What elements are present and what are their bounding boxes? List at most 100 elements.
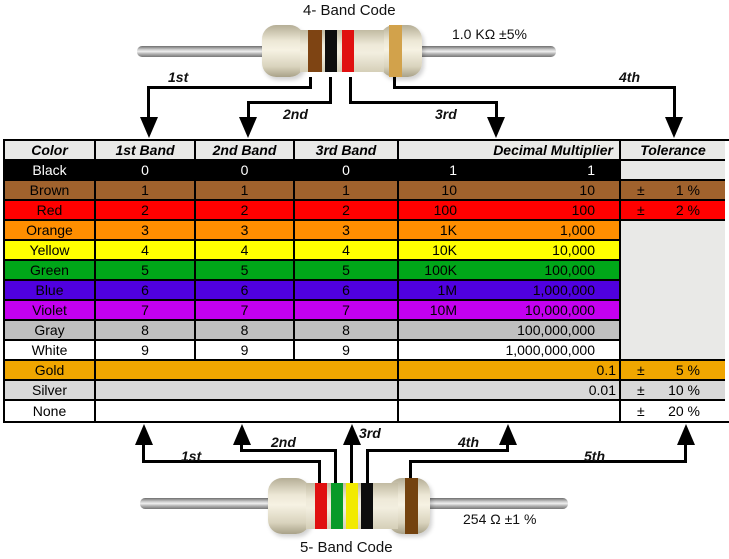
row-green-band1: 5 bbox=[96, 261, 196, 281]
multiplier-short: 10 bbox=[441, 181, 457, 198]
row-gold-bands-merged-cell bbox=[96, 361, 399, 381]
row-gray-multiplier: 100,000,000 bbox=[399, 321, 621, 341]
row-gold-tolerance: ±5 % bbox=[621, 361, 725, 381]
row-red-tolerance: ±2 % bbox=[621, 201, 725, 221]
row-orange-multiplier: 1K 1,000 bbox=[399, 221, 621, 241]
row-gray-band1: 8 bbox=[96, 321, 196, 341]
header-2nd-band: 2nd Band bbox=[196, 141, 295, 161]
row-orange-band2: 3 bbox=[196, 221, 295, 241]
arrow-1st-segment bbox=[142, 443, 145, 463]
four-band-value-label: 1.0 KΩ ±5% bbox=[452, 26, 527, 42]
band-label-3rd: 3rd bbox=[435, 106, 457, 122]
row-blue-color-name: Blue bbox=[5, 281, 96, 301]
arrow-1st-segment bbox=[309, 77, 312, 88]
row-blue-tolerance bbox=[621, 281, 725, 301]
arrow-4th-segment bbox=[366, 449, 509, 452]
header-tolerance: Tolerance bbox=[621, 141, 725, 161]
arrow-2nd-segment bbox=[240, 443, 243, 452]
arrow-3rd-arrowhead-icon bbox=[487, 117, 505, 138]
row-silver-multiplier: 0.01 bbox=[399, 381, 621, 401]
row-green-multiplier: 100K 100,000 bbox=[399, 261, 621, 281]
row-brown-band3: 1 bbox=[295, 181, 399, 201]
five-band-title: 5- Band Code bbox=[300, 539, 393, 556]
five-band-value-label: 254 Ω ±1 % bbox=[463, 511, 537, 527]
row-orange-band1: 3 bbox=[96, 221, 196, 241]
resistor-body-left-cap bbox=[268, 478, 310, 534]
resistor-band-yellow bbox=[346, 483, 358, 529]
resistor-band-green bbox=[331, 483, 343, 529]
row-orange-color-name: Orange bbox=[5, 221, 96, 241]
plus-minus-sign: ± bbox=[637, 181, 645, 198]
row-brown-tolerance: ±1 % bbox=[621, 181, 725, 201]
multiplier-value: 100 bbox=[571, 201, 595, 218]
band-label-5th: 5th bbox=[584, 448, 605, 464]
row-white-band1: 9 bbox=[96, 341, 196, 361]
multiplier-short: 1M bbox=[437, 281, 457, 298]
band-label-4th: 4th bbox=[458, 434, 479, 450]
multiplier-value: 0.01 bbox=[588, 381, 616, 398]
plus-minus-sign: ± bbox=[637, 361, 645, 378]
row-brown-band2: 1 bbox=[196, 181, 295, 201]
band-label-2nd: 2nd bbox=[283, 106, 308, 122]
arrow-4th-segment bbox=[366, 449, 369, 483]
multiplier-value: 10 bbox=[579, 181, 595, 198]
row-black-tolerance bbox=[621, 161, 725, 181]
row-white-band3: 9 bbox=[295, 341, 399, 361]
arrow-1st-segment bbox=[142, 460, 321, 463]
multiplier-short: 100 bbox=[433, 201, 457, 218]
row-black-band1: 0 bbox=[96, 161, 196, 181]
row-brown-color-name: Brown bbox=[5, 181, 96, 201]
multiplier-value: 1,000,000,000 bbox=[505, 341, 595, 358]
resistor-band-black bbox=[325, 30, 337, 72]
header-color: Color bbox=[5, 141, 96, 161]
tolerance-value: 5 % bbox=[675, 361, 700, 378]
row-white-tolerance bbox=[621, 341, 725, 361]
row-red-band2: 2 bbox=[196, 201, 295, 221]
resistor-band-black bbox=[361, 483, 373, 529]
multiplier-value: 100,000 bbox=[544, 261, 595, 278]
row-green-band3: 5 bbox=[295, 261, 399, 281]
row-gold-multiplier: 0.1 bbox=[399, 361, 621, 381]
row-none-bands-merged-cell bbox=[96, 401, 399, 421]
arrow-4th-segment bbox=[393, 77, 396, 89]
arrow-1st-segment bbox=[147, 86, 312, 89]
arrow-1st-arrowhead-icon bbox=[140, 117, 158, 138]
row-none-tolerance: ±20 % bbox=[621, 401, 725, 421]
multiplier-value: 1,000,000 bbox=[532, 281, 595, 298]
row-violet-band1: 7 bbox=[96, 301, 196, 321]
arrow-4th-segment bbox=[673, 86, 676, 120]
resistor-band-gold bbox=[389, 25, 402, 77]
row-white-band2: 9 bbox=[196, 341, 295, 361]
band-label-1st: 1st bbox=[168, 69, 189, 85]
multiplier-value: 100,000,000 bbox=[517, 321, 595, 338]
row-silver-color-name: Silver bbox=[5, 381, 96, 401]
row-blue-multiplier: 1M 1,000,000 bbox=[399, 281, 621, 301]
multiplier-value: 1,000 bbox=[559, 221, 595, 238]
arrow-3rd-segment bbox=[349, 77, 352, 104]
row-red-band3: 2 bbox=[295, 201, 399, 221]
band-label-2nd: 2nd bbox=[271, 434, 296, 450]
row-violet-band3: 7 bbox=[295, 301, 399, 321]
band-label-1st: 1st bbox=[181, 448, 202, 464]
multiplier-short: 100K bbox=[424, 261, 457, 278]
row-none-multiplier bbox=[399, 401, 621, 421]
row-black-color-name: Black bbox=[5, 161, 96, 181]
arrow-2nd-segment bbox=[247, 101, 250, 120]
arrow-2nd-segment bbox=[334, 449, 337, 483]
arrow-3rd-segment bbox=[349, 101, 498, 104]
row-green-band2: 5 bbox=[196, 261, 295, 281]
arrow-2nd-segment bbox=[240, 449, 337, 452]
arrow-2nd-arrowhead-icon bbox=[233, 424, 251, 445]
row-brown-band1: 1 bbox=[96, 181, 196, 201]
row-yellow-tolerance bbox=[621, 241, 725, 261]
row-violet-multiplier: 10M 10,000,000 bbox=[399, 301, 621, 321]
row-violet-band2: 7 bbox=[196, 301, 295, 321]
arrow-4th-segment bbox=[393, 86, 676, 89]
row-gray-band2: 8 bbox=[196, 321, 295, 341]
row-blue-band3: 6 bbox=[295, 281, 399, 301]
row-white-multiplier: 1,000,000,000 bbox=[399, 341, 621, 361]
resistor-band-brown bbox=[405, 478, 418, 534]
row-blue-band2: 6 bbox=[196, 281, 295, 301]
tolerance-value: 10 % bbox=[668, 381, 700, 398]
